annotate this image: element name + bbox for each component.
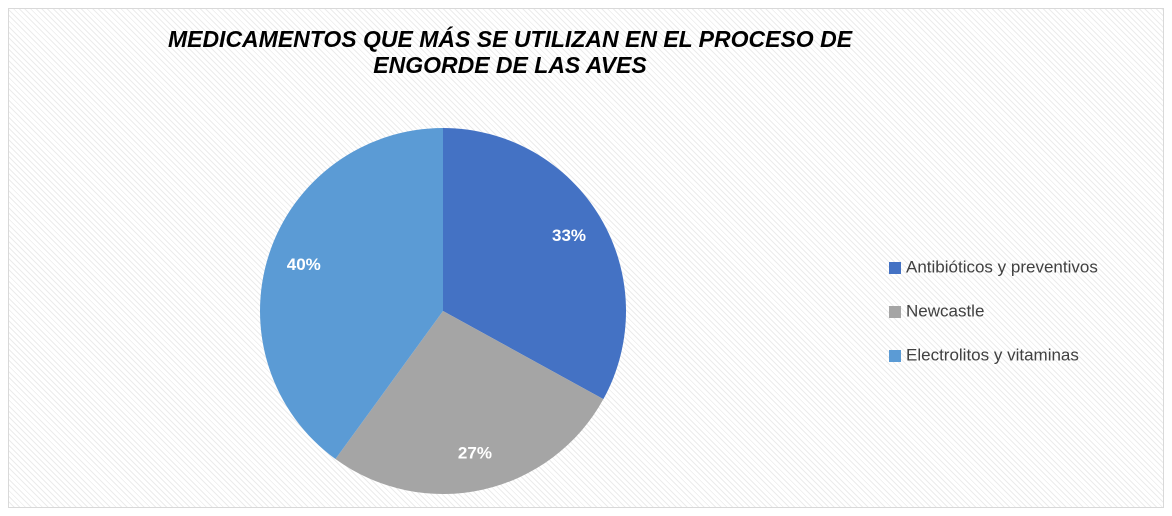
legend-label: Electrolitos y vitaminas bbox=[906, 345, 1079, 364]
pie-slice bbox=[260, 128, 443, 460]
data-label: 40% bbox=[287, 255, 321, 274]
legend-swatch bbox=[889, 350, 901, 362]
pie-slice bbox=[443, 128, 626, 400]
legend-label: Newcastle bbox=[906, 301, 984, 320]
legend-label: Antibióticos y preventivos bbox=[906, 257, 1098, 276]
data-label: 33% bbox=[552, 226, 586, 245]
chart-title: MEDICAMENTOS QUE MÁS SE UTILIZAN EN EL P… bbox=[167, 26, 853, 78]
legend-swatch bbox=[889, 306, 901, 318]
data-label: 27% bbox=[458, 443, 492, 462]
pie-slice bbox=[335, 311, 604, 494]
legend-swatch bbox=[889, 262, 901, 274]
